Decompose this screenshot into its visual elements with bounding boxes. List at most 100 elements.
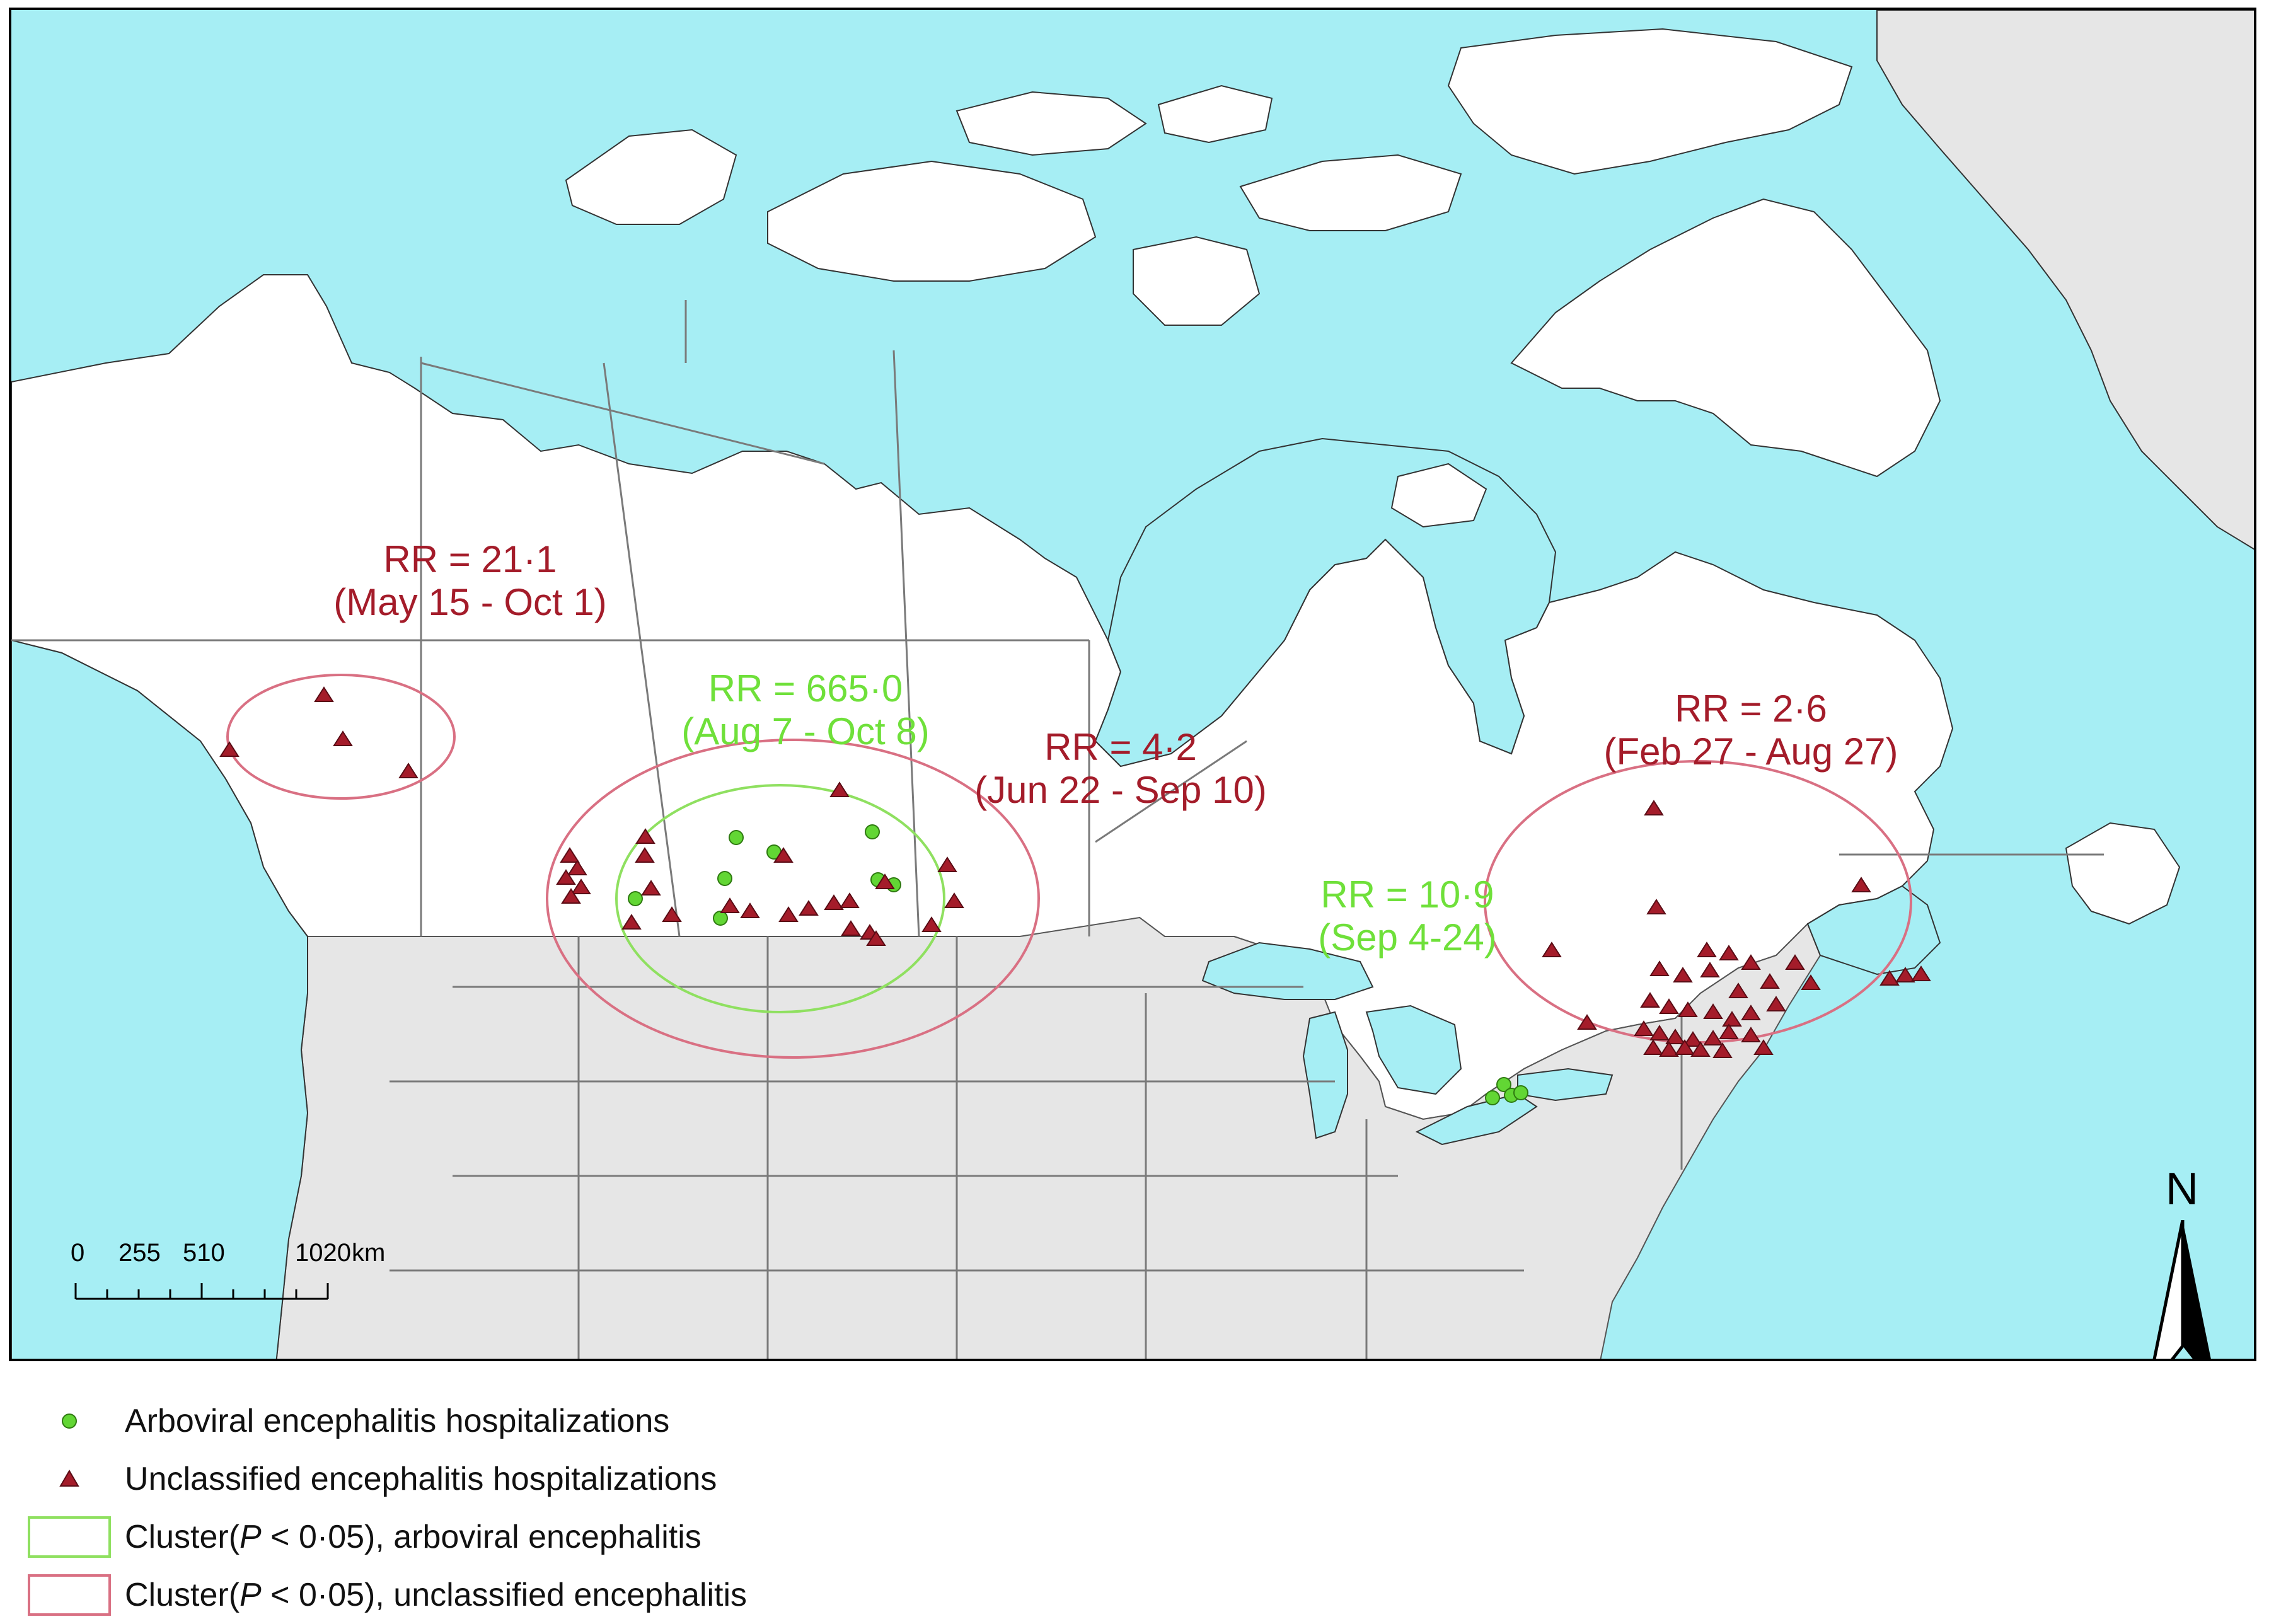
southampton-island bbox=[1390, 463, 1487, 528]
cluster-unclassified-prairies[interactable] bbox=[546, 739, 1040, 1059]
unclassified-points bbox=[219, 686, 1931, 1058]
lake-erie bbox=[1415, 1093, 1538, 1146]
north-arrow-icon bbox=[2152, 1220, 2211, 1359]
unclassified-point bbox=[641, 880, 661, 896]
arboviral-point bbox=[628, 891, 643, 906]
unclassified-point bbox=[773, 847, 794, 863]
unclassified-point bbox=[824, 894, 844, 910]
scale-ruler bbox=[74, 1283, 329, 1300]
gulf-st-lawrence bbox=[1806, 885, 1941, 976]
unclassified-point bbox=[841, 920, 861, 936]
map-canvas[interactable] bbox=[11, 10, 2256, 1361]
banks-island bbox=[565, 129, 737, 225]
unclassified-point bbox=[1665, 1028, 1685, 1044]
unclassified-point bbox=[1722, 1011, 1742, 1027]
unclassified-point bbox=[1785, 954, 1805, 970]
annotation-quebec-unc: RR = 2·6 (Feb 27 - Aug 27) bbox=[1574, 688, 1927, 773]
unclassified-point bbox=[621, 914, 642, 930]
legend-item-unclassified-points: Unclassified encephalitis hospitalizatio… bbox=[25, 1454, 717, 1504]
legend-item-unclassified-cluster: Cluster(P < 0·05), unclassified encephal… bbox=[25, 1570, 747, 1620]
pacific-ocean bbox=[11, 639, 309, 1359]
unclassified-point bbox=[937, 856, 957, 872]
legend-item-arboviral-points: Arboviral encephalitis hospitalizations bbox=[25, 1396, 669, 1446]
unclassified-point bbox=[1643, 1039, 1663, 1055]
unclassified-point bbox=[1766, 996, 1786, 1011]
unclassified-point bbox=[560, 847, 580, 863]
unclassified-point bbox=[1634, 1020, 1654, 1036]
annotation-rr: RR = 665·0 bbox=[708, 667, 903, 710]
unclassified-point bbox=[1697, 942, 1717, 957]
annotation-rr: RR = 4·2 bbox=[1044, 726, 1197, 768]
unclassified-point bbox=[1719, 945, 1739, 960]
unclassified-point bbox=[921, 916, 942, 932]
unclassified-point bbox=[944, 892, 964, 908]
unclassified-point bbox=[1753, 1039, 1774, 1055]
unclassified-point bbox=[561, 888, 581, 904]
annotation-period: (Feb 27 - Aug 27) bbox=[1603, 730, 1898, 773]
unclassified-point bbox=[1712, 1042, 1733, 1058]
cluster-unclassified-yukon[interactable] bbox=[226, 674, 456, 800]
green-dot-icon bbox=[62, 1414, 77, 1429]
scale-tick-label: 255 bbox=[118, 1239, 161, 1267]
unclassified-point bbox=[1649, 960, 1670, 976]
annotation-rr: RR = 10·9 bbox=[1320, 873, 1494, 916]
unclassified-point bbox=[1700, 962, 1720, 977]
victoria-island bbox=[767, 160, 1097, 282]
baffin-island bbox=[1510, 198, 1941, 478]
arboviral-point bbox=[717, 871, 732, 886]
unclassified-point bbox=[1760, 973, 1780, 989]
unclassified-point bbox=[1646, 899, 1666, 914]
greenland bbox=[1876, 10, 2254, 550]
unclassified-point bbox=[829, 781, 850, 797]
annotation-prairies-unc: RR = 4·2 (Jun 22 - Sep 10) bbox=[950, 726, 1291, 812]
annotation-period: (Aug 7 - Oct 8) bbox=[681, 710, 930, 752]
annotation-period: (Sep 4-24) bbox=[1318, 916, 1497, 959]
red-rectangle-icon bbox=[28, 1574, 111, 1616]
unclassified-point bbox=[635, 828, 655, 844]
cluster-arboviral-prairies[interactable] bbox=[615, 784, 945, 1013]
unclassified-point bbox=[219, 741, 240, 757]
unclassified-point bbox=[1719, 1023, 1739, 1039]
unclassified-point bbox=[1649, 1025, 1670, 1040]
unclassified-point bbox=[720, 897, 740, 913]
arboviral-point bbox=[1485, 1090, 1500, 1105]
unclassified-point bbox=[1741, 954, 1761, 970]
scale-tick-label: 0 bbox=[71, 1239, 85, 1267]
devon-island bbox=[1239, 154, 1462, 231]
lake-huron bbox=[1365, 1005, 1462, 1095]
unclassified-point bbox=[635, 847, 655, 863]
unclassified-point bbox=[1728, 982, 1748, 998]
arboviral-point bbox=[865, 824, 880, 839]
legend-label: Cluster(P < 0·05), arboviral encephaliti… bbox=[125, 1519, 701, 1555]
unclassified-point bbox=[662, 906, 682, 922]
north-label: N bbox=[2166, 1164, 2198, 1214]
unclassified-point bbox=[1703, 1003, 1723, 1019]
unclassified-point bbox=[1659, 998, 1679, 1014]
unclassified-point bbox=[778, 906, 799, 922]
lake-ontario bbox=[1517, 1068, 1614, 1102]
arctic-island-b bbox=[1157, 84, 1273, 144]
scale-tick-label: 510 bbox=[183, 1239, 225, 1267]
unclassified-point bbox=[398, 763, 419, 778]
unclassified-point bbox=[333, 730, 353, 746]
legend-label: Arboviral encephalitis hospitalizations bbox=[125, 1403, 670, 1439]
unclassified-point bbox=[1851, 877, 1871, 892]
annotation-rr: RR = 2·6 bbox=[1675, 688, 1827, 730]
legend-label: Cluster(P < 0·05), unclassified encephal… bbox=[125, 1577, 748, 1613]
unclassified-point bbox=[740, 902, 760, 918]
unclassified-point bbox=[1911, 965, 1931, 981]
unclassified-point bbox=[866, 930, 886, 946]
arboviral-point bbox=[713, 911, 728, 926]
scale-tick-label: 1020 bbox=[295, 1239, 351, 1267]
unclassified-point bbox=[1879, 970, 1900, 986]
unclassified-point bbox=[1741, 1027, 1761, 1042]
legend-label: Unclassified encephalitis hospitalizatio… bbox=[125, 1461, 717, 1497]
unclassified-point bbox=[314, 686, 334, 702]
unclassified-point bbox=[875, 873, 895, 889]
unclassified-point bbox=[1644, 800, 1664, 815]
map-frame[interactable]: RR = 21·1 (May 15 - Oct 1) RR = 665·0 (A… bbox=[9, 8, 2256, 1361]
unclassified-point bbox=[1675, 1039, 1695, 1055]
newfoundland bbox=[2065, 822, 2181, 925]
annotation-prairies-arbo: RR = 665·0 (Aug 7 - Oct 8) bbox=[661, 667, 950, 753]
arboviral-point bbox=[729, 830, 744, 845]
